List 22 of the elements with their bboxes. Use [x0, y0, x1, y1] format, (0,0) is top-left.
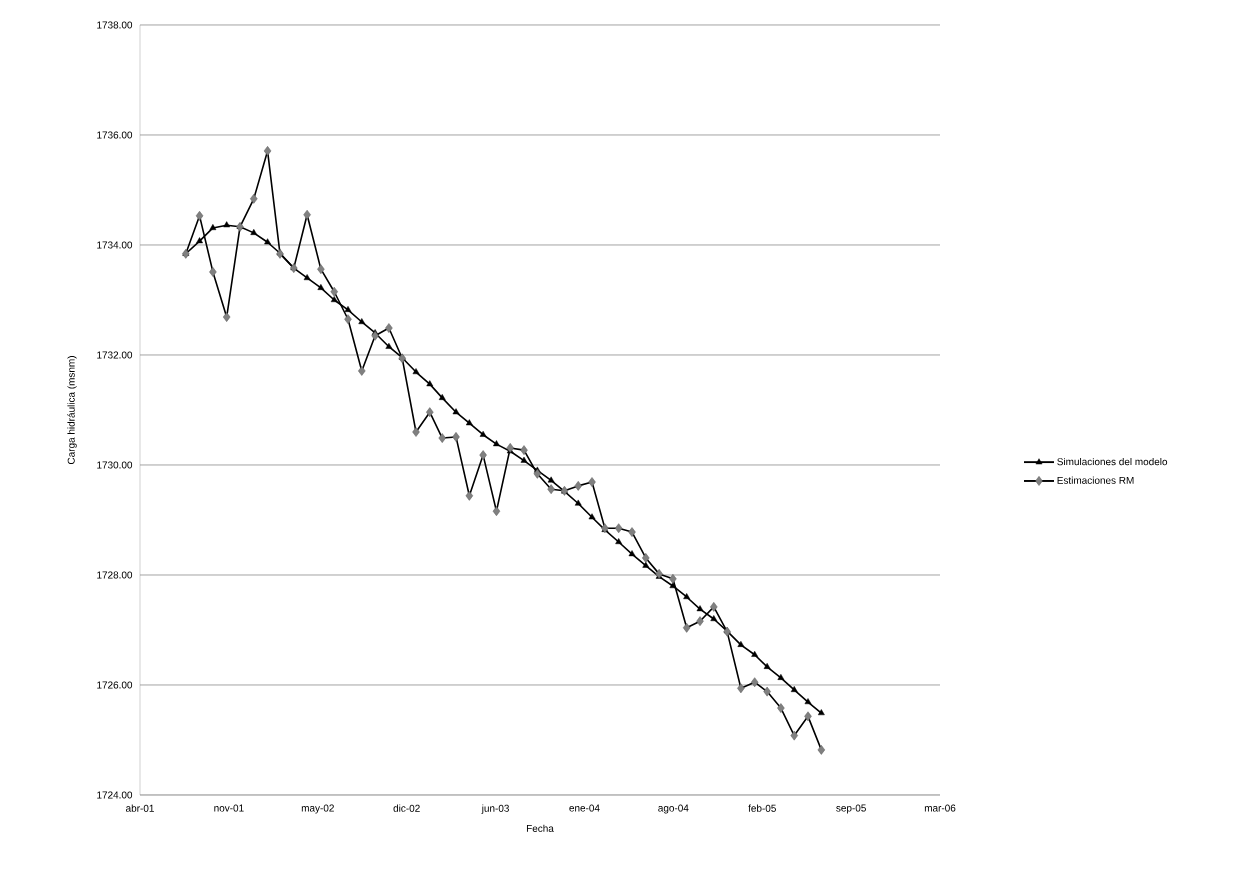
- x-tick-label: ene-04: [569, 804, 600, 812]
- x-tick-label: abr-01: [126, 804, 154, 812]
- y-tick-label: 1726.00: [97, 681, 133, 689]
- x-tick-label: jun-03: [481, 804, 509, 814]
- x-tick-label: mar-06: [924, 804, 956, 812]
- x-tick-label: may-02: [301, 804, 334, 814]
- x-axis-title: Fecha: [526, 824, 554, 832]
- x-tick-label: nov-01: [214, 804, 244, 812]
- y-tick-label: 1734.00: [97, 241, 133, 249]
- x-tick-label: feb-05: [748, 804, 776, 812]
- legend-label: Simulaciones del modelo: [1057, 457, 1168, 466]
- y-tick-label: 1724.00: [97, 791, 133, 799]
- y-tick-label: 1738.00: [97, 21, 133, 29]
- x-tick-label: dic-02: [393, 804, 420, 812]
- legend-label: Estimaciones RM: [1057, 476, 1134, 484]
- x-tick-label: ago-04: [658, 804, 689, 814]
- y-tick-label: 1730.00: [97, 461, 133, 469]
- x-tick-label: sep-05: [836, 804, 866, 814]
- y-axis-title: Carga hidráulica (msnm): [67, 356, 77, 465]
- y-tick-label: 1732.00: [97, 351, 133, 359]
- y-tick-label: 1728.00: [97, 571, 133, 579]
- y-tick-label: 1736.00: [97, 131, 133, 139]
